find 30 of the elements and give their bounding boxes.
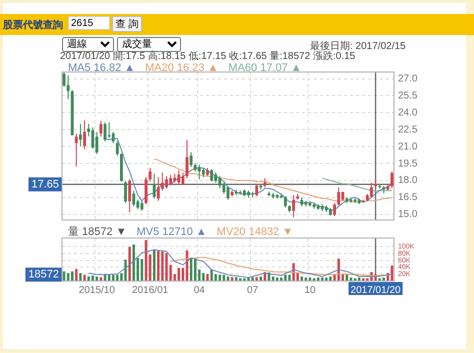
- y-tick-label: 16.5: [398, 192, 418, 204]
- text: 股票代號查詢: [3, 18, 63, 32]
- y-tick-label: 27.0: [398, 74, 418, 85]
- series-label: MV5 12710 ▲: [136, 226, 207, 238]
- x-tick-label: 2017/01/20: [350, 284, 402, 296]
- y-tick-label: 19.5: [398, 158, 418, 170]
- annotation: 18572: [28, 268, 60, 281]
- series-label: MV20 14832 ▼: [216, 226, 294, 238]
- x-tick-label: 07: [247, 284, 259, 296]
- text: 成交量: [117, 37, 181, 52]
- y-tick-label: 22.5: [398, 124, 418, 136]
- text: MA5 16.82 ▲: [68, 62, 136, 74]
- y-tick-label: 24.0: [398, 107, 418, 118]
- y-tick-label: 21.0: [398, 141, 418, 152]
- y-tick-label: 15.0: [398, 209, 418, 220]
- text: 週線: [62, 37, 114, 52]
- x-tick-label: 2016/01: [132, 284, 169, 296]
- text: 2017/01/20 開:17.5 高:18.15 低:17.15 收:17.65 量:18572 漲跌:0.15: [60, 50, 356, 62]
- ref-line-label: 17.65: [31, 178, 60, 190]
- text: 2615: [68, 16, 110, 30]
- x-tick-label: 10: [304, 284, 316, 296]
- x-tick-label: 2015/10: [78, 284, 116, 296]
- series-label: 量 18572 ▼: [68, 226, 127, 238]
- text: MA60 17.07 ▲: [228, 62, 302, 74]
- y-tick-label: 25.5: [398, 90, 418, 102]
- x-tick-label: 04: [194, 284, 206, 296]
- text: 最後日期: 2017/02/15: [310, 40, 406, 52]
- text: MA20 16.23 ▲: [145, 62, 218, 74]
- text: 查 詢: [112, 16, 142, 32]
- y-tick-label: 18.0: [398, 175, 418, 186]
